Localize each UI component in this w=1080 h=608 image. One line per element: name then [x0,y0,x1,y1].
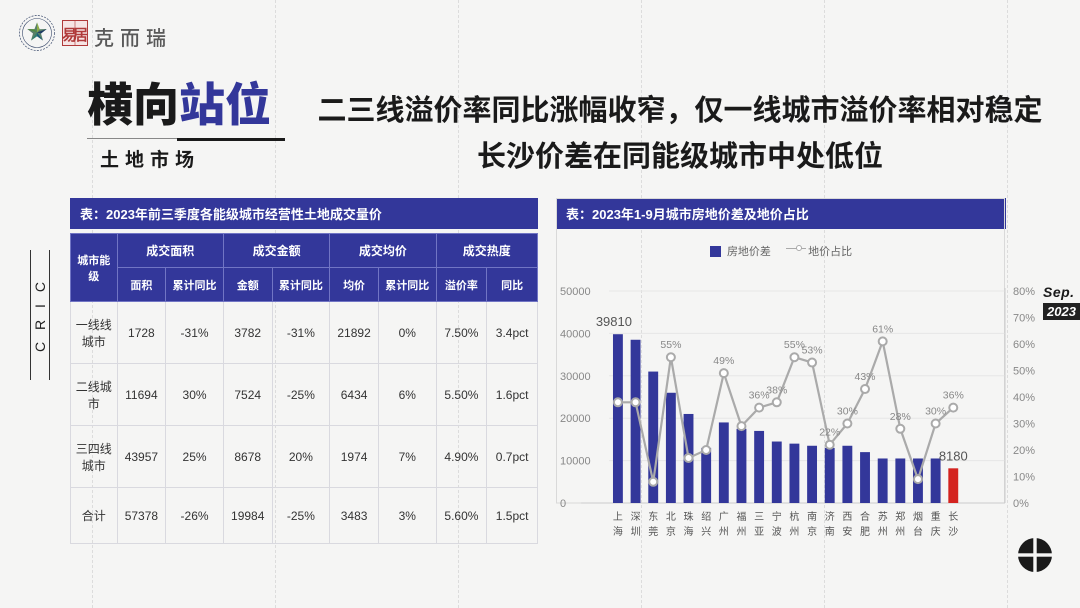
svg-text:京: 京 [666,525,676,538]
svg-text:苏: 苏 [878,510,888,523]
svg-text:53%: 53% [802,345,823,357]
svg-text:深: 深 [631,511,641,523]
svg-text:兴: 兴 [701,526,711,538]
svg-text:广: 广 [719,511,729,523]
svg-text:20%: 20% [1013,445,1035,457]
svg-text:80%: 80% [1013,286,1035,298]
svg-text:50000: 50000 [560,286,591,298]
svg-text:北: 北 [666,511,676,523]
svg-text:39810: 39810 [596,314,632,329]
svg-text:上: 上 [613,511,623,523]
svg-text:60%: 60% [1013,339,1035,351]
svg-text:圳: 圳 [631,526,641,538]
svg-text:30000: 30000 [560,371,591,383]
svg-text:0%: 0% [1013,498,1029,510]
svg-text:38%: 38% [766,384,787,396]
svg-text:郑: 郑 [895,510,905,523]
svg-text:绍: 绍 [701,510,711,523]
svg-text:州: 州 [895,526,905,538]
svg-text:州: 州 [719,526,729,538]
svg-text:东: 东 [648,510,658,523]
svg-text:海: 海 [684,525,694,538]
svg-text:10000: 10000 [560,456,591,468]
svg-text:三: 三 [754,512,764,523]
svg-text:49%: 49% [713,355,734,367]
svg-text:西: 西 [842,512,852,523]
svg-text:22%: 22% [819,427,840,439]
svg-text:肥: 肥 [860,526,870,538]
svg-text:烟: 烟 [913,510,923,523]
svg-text:55%: 55% [660,339,681,351]
svg-text:台: 台 [913,525,923,538]
svg-text:沙: 沙 [948,526,958,538]
svg-text:安: 安 [842,525,852,538]
svg-text:40000: 40000 [560,328,591,340]
svg-text:合: 合 [860,510,870,523]
svg-text:8180: 8180 [939,448,968,463]
svg-text:南: 南 [807,510,817,523]
svg-text:京: 京 [807,525,817,538]
svg-text:30%: 30% [925,406,946,418]
svg-text:南: 南 [825,525,835,538]
svg-text:28%: 28% [890,411,911,423]
svg-text:36%: 36% [943,390,964,402]
svg-text:海: 海 [613,525,623,538]
svg-text:0: 0 [560,498,566,510]
svg-text:宁: 宁 [772,510,782,523]
svg-text:重: 重 [931,510,941,523]
svg-text:州: 州 [737,526,747,538]
svg-text:30%: 30% [837,406,858,418]
svg-text:30%: 30% [1013,419,1035,431]
svg-text:长: 长 [948,511,958,523]
svg-text:亚: 亚 [754,527,764,538]
svg-text:50%: 50% [1013,366,1035,378]
svg-text:20000: 20000 [560,413,591,425]
svg-text:珠: 珠 [684,510,694,523]
svg-text:40%: 40% [1013,392,1035,404]
svg-text:福: 福 [737,510,747,523]
svg-text:莞: 莞 [648,526,658,538]
svg-text:州: 州 [789,526,799,538]
svg-text:波: 波 [772,525,782,538]
svg-text:43%: 43% [854,371,875,383]
svg-text:州: 州 [878,526,888,538]
svg-text:杭: 杭 [789,510,799,523]
svg-text:70%: 70% [1013,313,1035,325]
svg-text:61%: 61% [872,323,893,335]
svg-text:庆: 庆 [931,525,941,538]
svg-text:济: 济 [825,510,835,523]
svg-text:10%: 10% [1013,472,1035,484]
